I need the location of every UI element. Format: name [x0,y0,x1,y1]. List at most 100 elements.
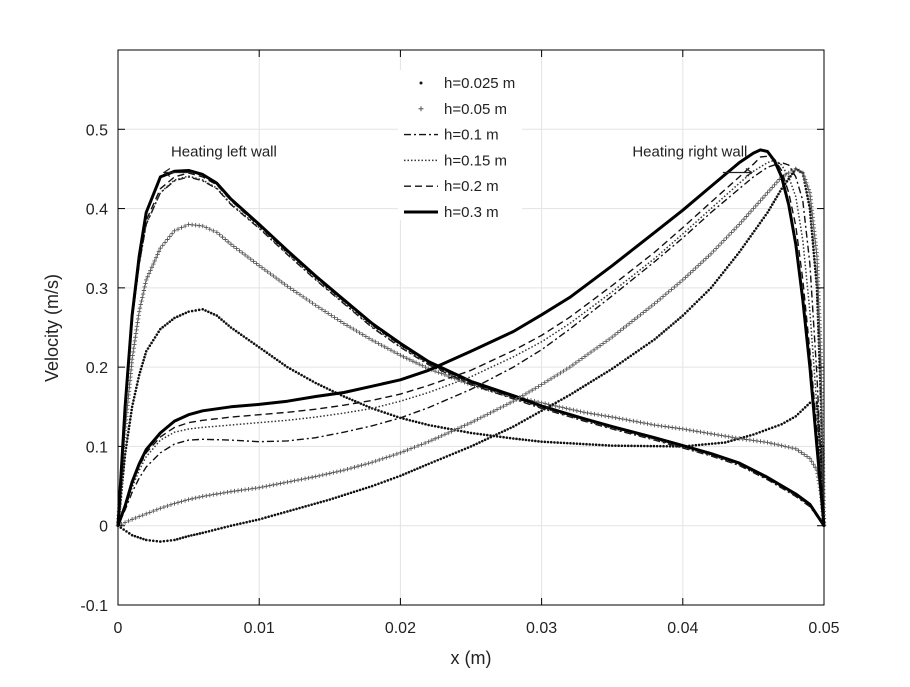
data-point [767,187,773,193]
legend-label: h=0.2 m [444,178,499,195]
data-point [762,193,768,198]
data-point [437,425,440,429]
data-point [304,296,309,302]
data-point [307,504,310,507]
data-point [194,309,197,312]
data-point [621,360,625,363]
data-point [634,419,640,424]
data-point [564,406,569,411]
data-point [686,309,689,313]
data-point [271,273,276,279]
data-point [373,458,378,464]
data-point [463,447,467,451]
data-point [488,410,493,415]
data-point [137,305,143,311]
data-point [255,344,258,347]
data-point [404,472,408,475]
data-point [662,444,665,448]
data-point [807,204,811,207]
data-point [175,500,181,505]
data-point [343,493,347,497]
data-point [347,325,353,330]
data-point [751,438,756,443]
data-point [765,190,770,195]
data-point [548,376,554,381]
data-point [129,357,135,362]
data-point [610,444,614,447]
data-point [576,388,580,392]
data-point [512,425,515,428]
data-point [599,413,604,418]
data-point [758,439,763,444]
data-point [530,439,534,442]
data-point [165,503,170,509]
data-point [424,463,428,467]
data-point [182,223,188,229]
data-point [196,494,202,500]
data-point [737,222,742,227]
data-point [410,469,413,473]
data-point [148,539,152,542]
data-point [774,425,777,428]
data-point [698,261,703,266]
data-point [575,442,579,445]
data-point [799,450,804,455]
data-point [817,328,820,331]
data-point [142,284,147,290]
data-point [139,298,144,304]
data-point [723,441,727,444]
data-point [674,282,680,287]
data-point [690,268,696,273]
data-point [626,321,632,326]
data-point [616,363,619,367]
data-point [316,305,322,310]
data-point [595,412,601,417]
data-point [602,372,606,375]
data-point [281,480,287,486]
data-point [472,443,476,447]
data-point [190,309,194,313]
data-point [733,438,736,442]
data-point [559,441,563,445]
data-point [260,347,264,351]
data-point [215,314,219,317]
data-point [246,486,251,492]
data-point [705,291,708,294]
data-point [579,387,582,390]
data-point [148,344,152,348]
data-point [209,311,213,315]
data-point [779,443,784,448]
data-point [162,240,168,245]
series-line [116,148,826,527]
data-point [489,435,493,439]
data-point [608,369,611,372]
data-point [421,464,425,468]
data-point [402,417,405,420]
data-point [499,435,502,439]
data-point [632,352,635,356]
data-point [234,329,238,333]
data-point [768,441,774,446]
y-tick-label: 0 [99,519,108,536]
data-point [613,365,617,369]
data-point [565,395,569,398]
data-point [408,446,414,451]
data-point [132,395,136,399]
data-point [172,501,177,506]
data-point [637,349,640,352]
data-point [648,422,654,427]
data-point [383,411,387,414]
data-point [534,439,537,443]
data-point [273,275,279,281]
data-point [211,228,216,233]
data-point [780,422,783,426]
data-point [367,485,371,489]
data-point [179,225,184,230]
data-point [696,263,701,268]
data-point [139,367,143,371]
data-point [688,307,692,310]
data-point [342,395,346,398]
data-point [319,500,323,504]
data-point [134,389,137,393]
data-point [752,433,755,436]
